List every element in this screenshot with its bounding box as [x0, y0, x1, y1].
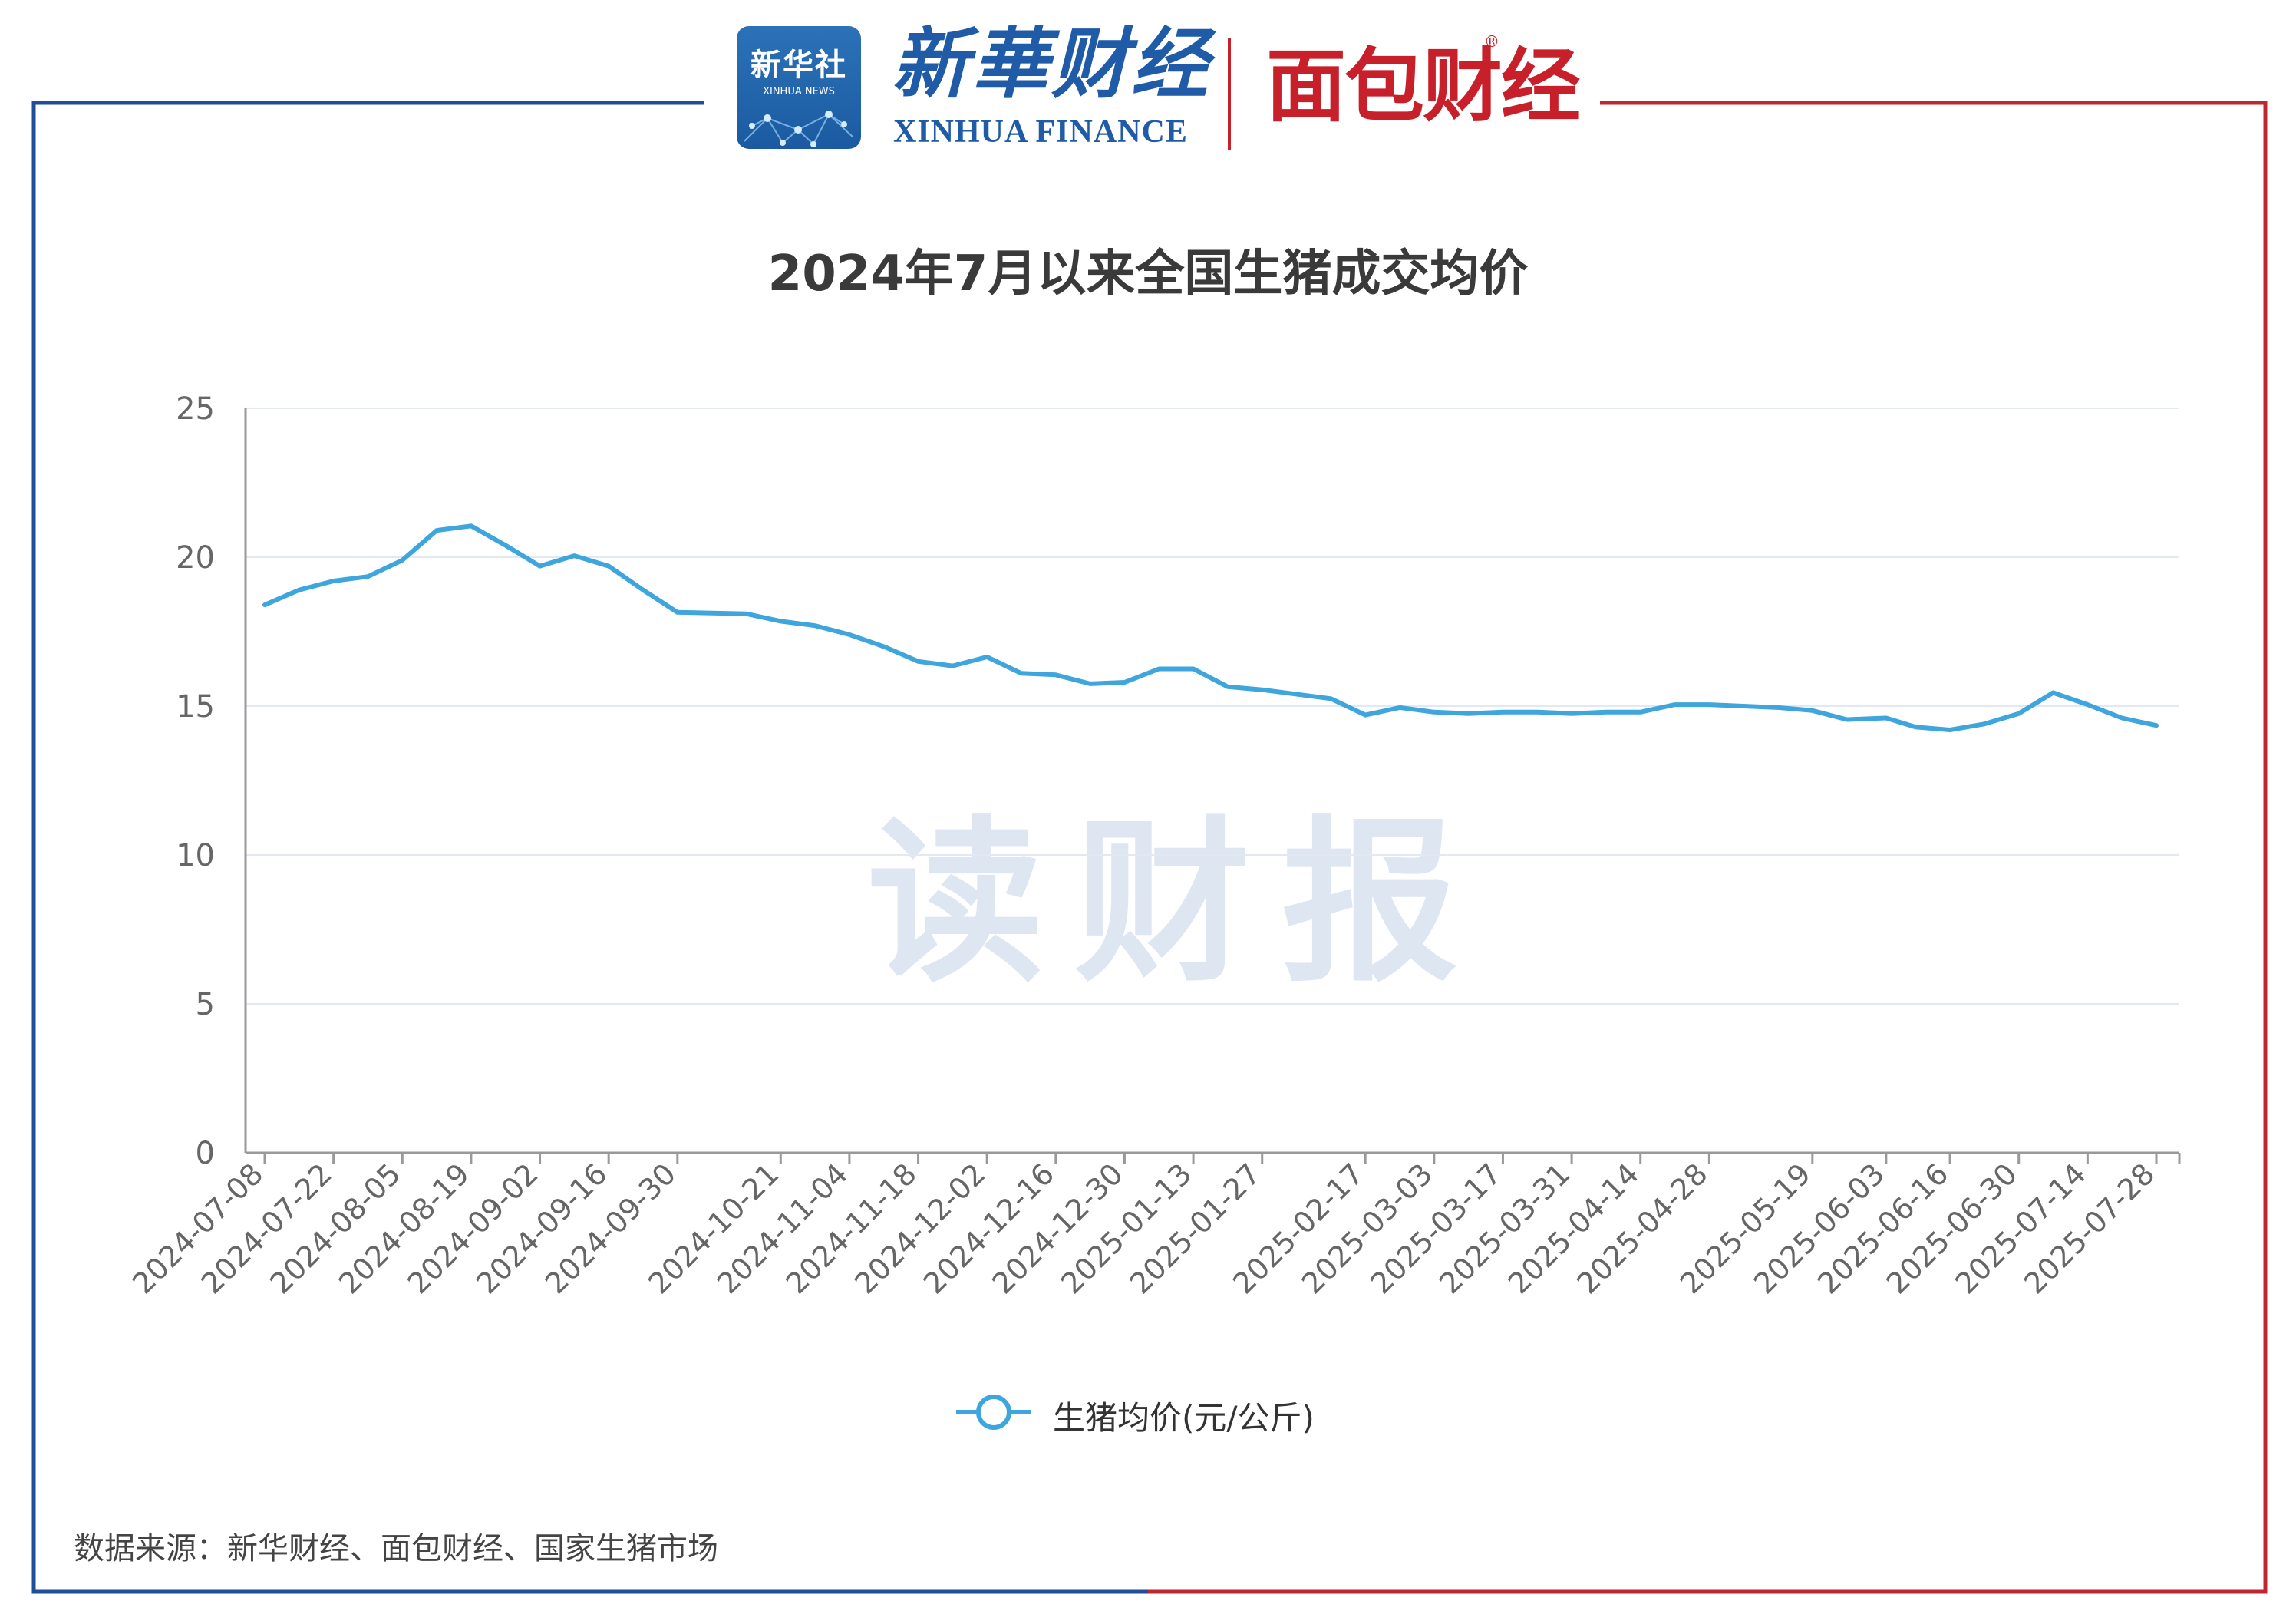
xinhua-finance-logo-en: XINHUA FINANCE: [893, 114, 1188, 150]
watermark: 读财报: [867, 801, 1489, 1006]
chart-title: 2024年7月以来全国生猪成交均价: [767, 246, 1529, 302]
frame-border-right: [1148, 101, 2268, 1594]
mianbao-finance-logo: 面包财经: [1266, 39, 1581, 133]
legend-line-marker-icon: [956, 1395, 1031, 1430]
y-tick-label: 10: [176, 838, 215, 873]
xinhua-news-logo-en: XINHUA NEWS: [763, 86, 835, 97]
registered-mark: ®: [1484, 32, 1499, 51]
logo-divider: [1228, 38, 1231, 150]
series-line: [262, 523, 2159, 732]
network-pattern-icon: [744, 111, 854, 147]
frame-border-left: [31, 101, 1148, 1594]
y-tick-label: 0: [196, 1136, 215, 1171]
xinhua-finance-logo-cn: 新華财经: [892, 18, 1211, 109]
y-tick-label: 15: [176, 689, 215, 725]
source-note: 数据来源：新华财经、面包财经、国家生猪市场: [74, 1531, 718, 1566]
xinhua-news-logo-cn: 新华社: [750, 48, 847, 83]
y-tick-label: 20: [176, 540, 215, 576]
legend-label: 生猪均价(元/公斤): [1053, 1399, 1315, 1437]
y-tick-label: 5: [196, 987, 215, 1022]
xinhua-news-logo: 新华社 XINHUA NEWS: [737, 26, 861, 149]
y-tick-label: 25: [176, 391, 215, 427]
